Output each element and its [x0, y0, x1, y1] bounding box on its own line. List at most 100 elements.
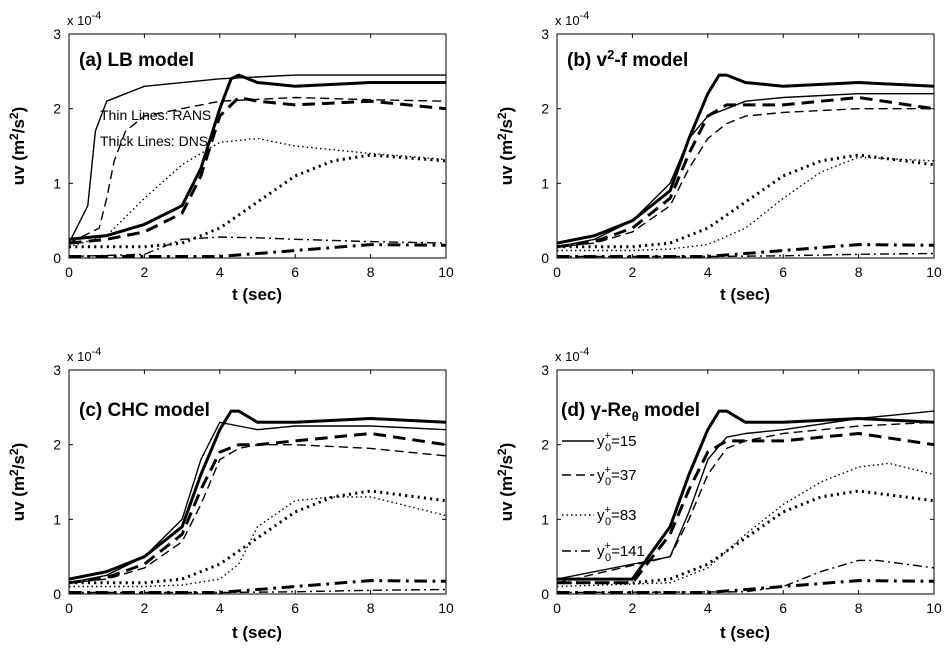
- x-axis-label: t (sec): [720, 285, 770, 304]
- x-tick-label: 10: [926, 600, 942, 616]
- series-rans-dot: [69, 496, 446, 588]
- series-rans-dash: [69, 96, 446, 244]
- y-tick-label: 0: [53, 250, 61, 266]
- annotation-rans: Thin Lines: RANS: [100, 107, 211, 123]
- x-axis-label: t (sec): [720, 623, 770, 642]
- panel-title: (b) v2-f model: [567, 47, 688, 71]
- y-tick-label: 1: [541, 511, 549, 527]
- y-tick-label: 0: [53, 586, 61, 602]
- x-axis-label: t (sec): [232, 285, 282, 304]
- x-tick-label: 4: [216, 264, 224, 280]
- x-tick-label: 4: [216, 600, 224, 616]
- series-dns-solid: [557, 73, 934, 245]
- y-tick-label: 2: [53, 437, 61, 453]
- x-tick-label: 2: [629, 600, 637, 616]
- x-tick-label: 10: [438, 264, 454, 280]
- legend-entry-y15: y+ 0=15: [562, 430, 637, 454]
- y-tick-label: 3: [53, 362, 61, 378]
- series-dns-dot: [69, 489, 446, 585]
- series-dns-solid: [557, 409, 934, 581]
- y-scale-label: x 10-4: [67, 346, 101, 364]
- legend-entry-y83: y+ 0=83: [562, 504, 637, 528]
- series-group: [69, 409, 446, 594]
- y-tick-label: 1: [53, 511, 61, 527]
- series-dns-dash: [69, 432, 446, 585]
- panel-title: (d) γ-Reθ model: [561, 400, 700, 424]
- series-rans-dot: [557, 156, 934, 252]
- plot-frame: [556, 33, 935, 259]
- series-rans-solid: [69, 74, 446, 244]
- x-tick-label: 2: [141, 600, 149, 616]
- series-rans-dash: [69, 444, 446, 584]
- y-tick-label: 2: [541, 437, 549, 453]
- y-tick-label: 3: [53, 26, 61, 42]
- y-tick-label: 3: [541, 362, 549, 378]
- annotation-dns: Thick Lines: DNS: [100, 133, 208, 149]
- x-tick-label: 0: [65, 600, 73, 616]
- x-tick-label: 2: [141, 264, 149, 280]
- series-rans-dash: [557, 421, 934, 584]
- series-dns-dot: [69, 153, 446, 249]
- panel-title: (a) LB model: [79, 50, 194, 71]
- y-axis-label: uv (m2/s2): [7, 443, 28, 522]
- plot-frame: [556, 369, 935, 595]
- y-tick-label: 2: [541, 101, 549, 117]
- series-dns-dashdot: [557, 243, 934, 258]
- series-rans-dashdot: [557, 559, 934, 594]
- series-dns-dot: [557, 489, 934, 585]
- series-group: [557, 73, 934, 258]
- legend-label: y+ 0=83: [597, 504, 637, 528]
- series-rans-dashdot: [69, 588, 446, 594]
- series-dns-dash: [557, 96, 934, 249]
- x-tick-label: 0: [65, 264, 73, 280]
- y-axis-label: uv (m2/s2): [495, 443, 516, 522]
- series-rans-dot: [557, 462, 934, 588]
- legend-entry-y37: y+ 0=37: [562, 464, 637, 488]
- y-axis-label: uv (m2/s2): [495, 107, 516, 186]
- panel-a: uv (m2/s2) t (sec) x 10-4 0 2 4 6 8 10 0 1 2 3 (a)…: [7, 10, 454, 304]
- x-tick-label: 4: [704, 600, 712, 616]
- series-rans-solid: [69, 421, 446, 584]
- plot-frame: [68, 369, 447, 595]
- x-tick-label: 8: [367, 600, 375, 616]
- x-tick-label: 6: [291, 600, 299, 616]
- panel-title: (c) CHC model: [79, 400, 210, 421]
- x-tick-label: 4: [704, 264, 712, 280]
- series-rans-dashdot: [557, 252, 934, 258]
- x-tick-label: 8: [855, 600, 863, 616]
- y-tick-label: 2: [53, 101, 61, 117]
- x-tick-label: 6: [779, 264, 787, 280]
- legend-label: y+ 0=141: [597, 540, 645, 564]
- x-tick-label: 0: [553, 600, 561, 616]
- plot-frame: [68, 33, 447, 259]
- series-dns-dash: [69, 96, 446, 245]
- y-scale-label: x 10-4: [555, 346, 589, 364]
- series-dns-dash: [557, 432, 934, 585]
- series-rans-dashdot: [69, 236, 446, 258]
- legend-label: y+ 0=37: [597, 464, 637, 488]
- y-axis-label: uv (m2/s2): [7, 107, 28, 186]
- series-rans-solid: [557, 93, 934, 248]
- y-tick-label: 1: [53, 175, 61, 191]
- series-rans-solid: [557, 410, 934, 580]
- series-group: [69, 73, 446, 258]
- panel-c: uv (m2/s2) t (sec) x 10-4 0 2 4 6 8 10 0 1 2 3 (c)…: [7, 346, 454, 642]
- series-dns-dashdot: [69, 243, 446, 258]
- panel-b: uv (m2/s2) t (sec) x 10-4 0 2 4 6 8 10 0 1 2 3 (b)…: [495, 10, 942, 304]
- x-axis-label: t (sec): [232, 623, 282, 642]
- legend-entry-y141: y+ 0=141: [562, 540, 645, 564]
- x-tick-label: 8: [855, 264, 863, 280]
- series-group: [557, 409, 934, 594]
- x-tick-label: 6: [291, 264, 299, 280]
- series-dns-solid: [69, 409, 446, 581]
- x-tick-label: 10: [926, 264, 942, 280]
- series-dns-solid: [69, 73, 446, 241]
- series-dns-dot: [557, 153, 934, 249]
- y-scale-label: x 10-4: [555, 10, 589, 28]
- panel-d: uv (m2/s2) t (sec) x 10-4 0 2 4 6 8 10 0 1 2 3 (d)…: [495, 346, 942, 642]
- x-tick-label: 8: [367, 264, 375, 280]
- legend: y+ 0=15 y+ 0=37 y+ 0=83 y+ 0=141: [562, 430, 645, 564]
- x-tick-label: 0: [553, 264, 561, 280]
- y-scale-label: x 10-4: [67, 10, 101, 28]
